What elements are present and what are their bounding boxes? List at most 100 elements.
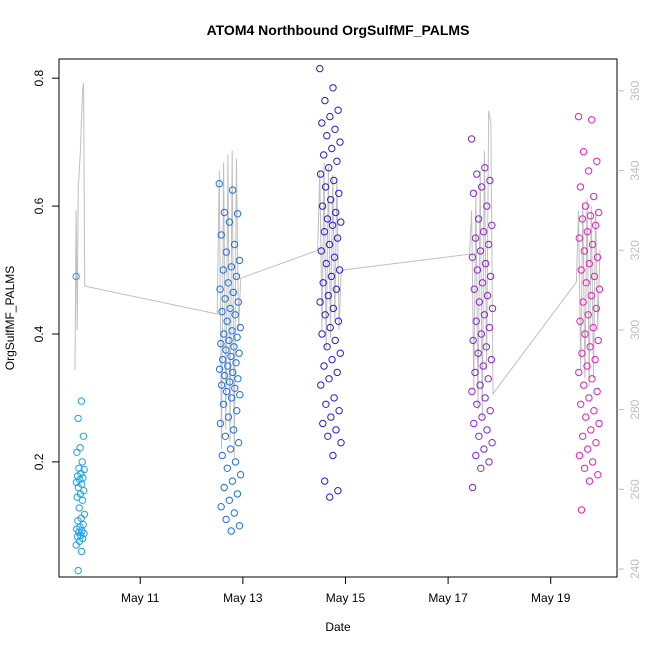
chart-title: ATOM4 Northbound OrgSulfMF_PALMS <box>207 22 470 38</box>
data-point <box>320 228 329 236</box>
data-point <box>217 381 226 389</box>
data-point <box>75 504 83 512</box>
data-point <box>73 448 81 456</box>
data-point <box>479 362 487 370</box>
data-point <box>593 387 601 396</box>
data-point <box>323 343 331 351</box>
data-point <box>578 349 586 357</box>
data-point <box>577 400 585 408</box>
data-point <box>579 298 587 306</box>
data-point <box>580 247 588 255</box>
data-point <box>72 272 80 281</box>
data-point <box>217 339 225 348</box>
data-point <box>475 432 483 440</box>
data-point <box>235 349 243 357</box>
data-point <box>476 247 485 255</box>
data-point <box>226 445 235 453</box>
data-point <box>223 464 232 472</box>
data-point <box>575 451 584 460</box>
data-point <box>473 170 481 178</box>
data-point <box>326 493 334 501</box>
data-point <box>229 426 238 434</box>
data-point <box>224 362 232 370</box>
data-point <box>231 384 239 392</box>
data-point <box>233 490 242 498</box>
data-point <box>595 208 603 217</box>
data-point <box>226 378 234 386</box>
data-points-layer <box>72 64 604 575</box>
data-point <box>472 451 480 460</box>
data-point <box>222 515 230 524</box>
data-point <box>481 259 490 268</box>
data-point <box>316 64 324 73</box>
x-tick-label: May 17 <box>428 591 468 605</box>
data-point <box>319 419 327 428</box>
data-point <box>317 247 325 255</box>
theta-trace-layer <box>74 82 601 458</box>
data-point <box>328 144 336 153</box>
data-point <box>325 164 333 172</box>
data-point <box>331 125 339 134</box>
data-point <box>216 419 225 428</box>
data-point <box>586 343 594 351</box>
data-point <box>75 464 83 472</box>
y-axis-right: 240 260 280 300 320 340 360 <box>617 81 642 579</box>
data-point <box>587 426 595 434</box>
data-point <box>468 387 476 396</box>
data-point <box>74 566 82 575</box>
data-point <box>576 183 585 191</box>
y2-tick-label: 300 <box>628 320 642 340</box>
y2-tick-label: 260 <box>628 479 642 499</box>
y2-tick-label: 280 <box>628 399 642 419</box>
data-point <box>78 496 87 504</box>
data-point <box>319 279 327 287</box>
data-point <box>324 432 332 440</box>
data-point <box>488 439 496 447</box>
data-point <box>225 496 234 504</box>
data-point <box>336 138 344 146</box>
data-point <box>593 157 601 166</box>
data-point <box>326 323 334 332</box>
data-point <box>227 527 235 535</box>
data-point <box>225 218 234 226</box>
data-point <box>72 478 81 487</box>
data-point <box>221 371 229 380</box>
y-axis-label: OrgSulfMF_PALMS <box>3 266 17 370</box>
data-point <box>234 375 242 383</box>
data-point <box>224 413 233 421</box>
data-point <box>592 304 600 313</box>
data-point <box>585 477 594 485</box>
data-point <box>329 304 337 313</box>
data-point <box>575 234 583 242</box>
data-point <box>594 336 602 345</box>
data-point <box>482 343 490 351</box>
data-point <box>321 183 330 191</box>
data-point <box>331 336 339 345</box>
data-point <box>219 266 227 274</box>
data-point <box>232 272 241 281</box>
data-point <box>591 221 600 230</box>
data-point <box>236 471 245 479</box>
data-point <box>332 208 340 217</box>
data-point <box>325 240 334 249</box>
data-point <box>328 221 337 230</box>
data-point <box>74 483 83 492</box>
data-point <box>221 432 230 440</box>
data-point <box>329 451 337 460</box>
plot-frame <box>58 58 618 578</box>
data-point <box>318 330 326 338</box>
data-point <box>318 202 327 210</box>
data-point <box>217 503 225 511</box>
data-point <box>222 387 231 396</box>
data-point <box>478 183 486 191</box>
data-point <box>333 234 342 242</box>
data-point <box>468 253 477 261</box>
data-point <box>337 218 345 226</box>
data-point <box>234 439 243 447</box>
data-point <box>477 330 485 338</box>
y2-tick-label: 320 <box>628 240 642 260</box>
data-point <box>330 253 339 261</box>
x-axis-label: Date <box>325 620 351 634</box>
data-point <box>474 215 483 223</box>
